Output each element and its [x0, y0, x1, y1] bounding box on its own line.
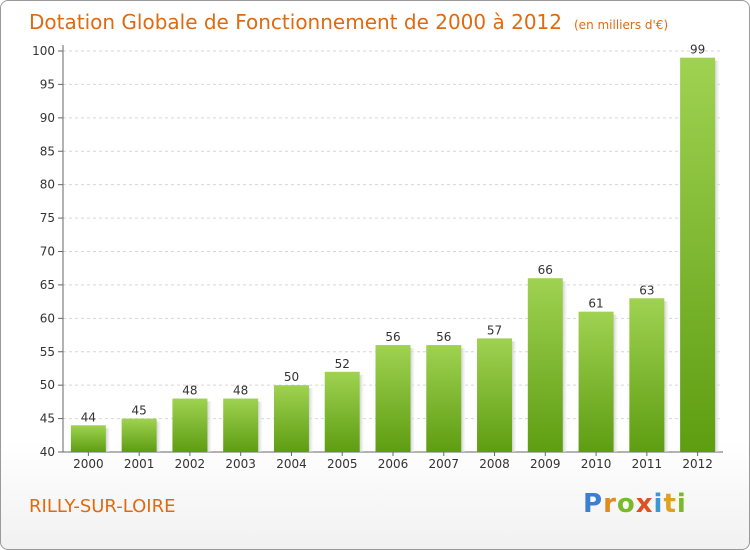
x-tick-label: 2006 [378, 457, 409, 471]
x-tick-label: 2011 [632, 457, 663, 471]
bar [273, 385, 309, 452]
bar [680, 57, 716, 452]
y-tick-label: 80 [40, 178, 55, 192]
y-tick-label: 45 [40, 412, 55, 426]
bar-shadow [664, 301, 669, 452]
chart-title: Dotation Globale de Fonctionnement de 20… [29, 7, 668, 37]
x-tick-label: 2007 [428, 457, 459, 471]
chart-title-text: Dotation Globale de Fonctionnement de 20… [29, 10, 562, 34]
data-label: 63 [639, 283, 654, 297]
data-label: 61 [588, 297, 603, 311]
x-tick-label: 2005 [327, 457, 358, 471]
bar-shadow [308, 388, 313, 452]
x-tick-label: 2012 [682, 457, 713, 471]
y-tick-label: 75 [40, 211, 55, 225]
x-tick-label: 2010 [581, 457, 612, 471]
bar-shadow [512, 341, 517, 452]
y-tick-label: 60 [40, 311, 55, 325]
data-label: 56 [436, 330, 451, 344]
x-tick-label: 2003 [225, 457, 256, 471]
bar [477, 338, 513, 452]
bar [578, 311, 614, 452]
x-tick-label: 2001 [124, 457, 155, 471]
bar-shadow [156, 421, 161, 452]
data-label: 48 [233, 384, 248, 398]
y-tick-label: 95 [40, 77, 55, 91]
bars [70, 57, 720, 452]
bar-shadow [207, 401, 212, 452]
y-tick-label: 40 [40, 445, 55, 459]
y-tick-label: 100 [32, 44, 55, 58]
bar [629, 298, 665, 452]
commune-name: RILLY-SUR-LOIRE [29, 496, 176, 517]
bar-shadow [258, 401, 263, 452]
x-tick-label: 2002 [175, 457, 206, 471]
proxiti-logo: Proxiti [583, 489, 687, 519]
data-label: 57 [487, 323, 502, 337]
data-label: 56 [385, 330, 400, 344]
data-label: 44 [81, 410, 96, 424]
data-label: 52 [335, 357, 350, 371]
y-tick-label: 55 [40, 345, 55, 359]
bar-shadow [461, 348, 466, 452]
x-tick-label: 2004 [276, 457, 307, 471]
chart-unit-label: (en milliers d'€) [574, 18, 669, 32]
bar-shadow [359, 374, 364, 452]
data-label: 48 [182, 384, 197, 398]
data-label: 45 [132, 404, 147, 418]
y-tick-label: 90 [40, 111, 55, 125]
bar [70, 425, 106, 452]
y-tick-label: 50 [40, 378, 55, 392]
labels: 40 45 50 55 60 65 70 75 80 85 90 95 100 2000 44 2001 45 2… [32, 43, 713, 471]
y-tick-label: 85 [40, 144, 55, 158]
bar [172, 398, 208, 452]
data-label: 50 [284, 370, 299, 384]
bar-shadow [562, 281, 567, 452]
bar-shadow [613, 314, 618, 452]
bar-shadow [715, 60, 720, 452]
bar [426, 345, 462, 452]
bar [527, 278, 563, 452]
bar [324, 371, 360, 452]
bar-shadow [105, 428, 110, 452]
y-tick-label: 65 [40, 278, 55, 292]
bar-shadow [410, 348, 415, 452]
data-label: 66 [538, 263, 553, 277]
bar [375, 345, 411, 452]
x-tick-label: 2008 [479, 457, 510, 471]
x-tick-label: 2009 [530, 457, 561, 471]
bar [223, 398, 259, 452]
bar [121, 418, 157, 452]
y-tick-label: 70 [40, 245, 55, 259]
data-label: 99 [690, 43, 705, 57]
x-tick-label: 2000 [73, 457, 104, 471]
